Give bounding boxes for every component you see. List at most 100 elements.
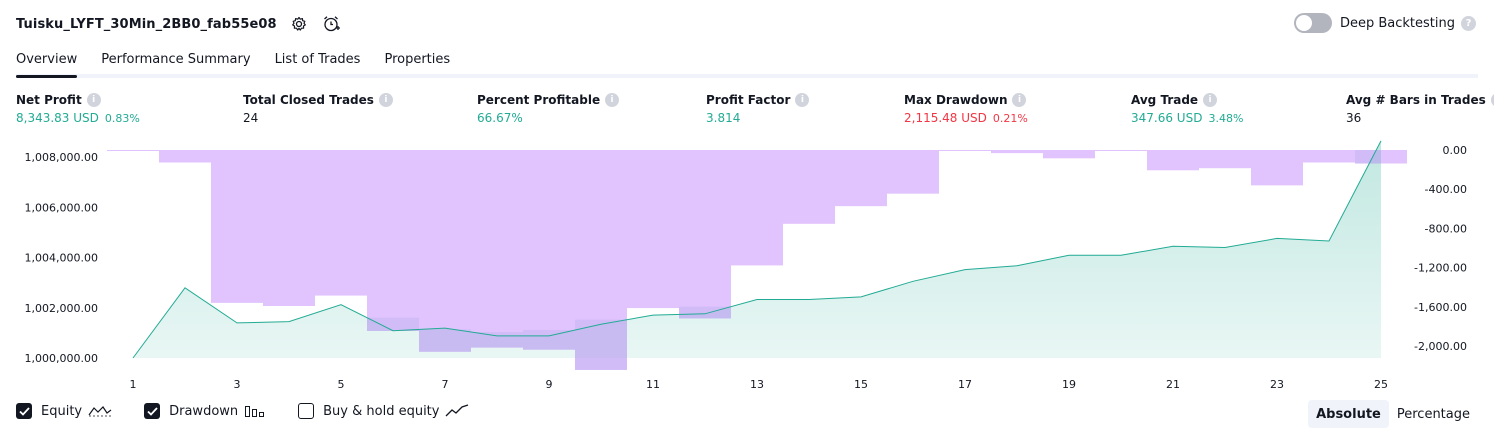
x-tick-label: 7: [442, 378, 449, 391]
overlap-segment: [471, 332, 523, 348]
x-tick-label: 3: [234, 378, 241, 391]
absolute-button[interactable]: Absolute: [1308, 400, 1389, 428]
info-icon[interactable]: i: [605, 93, 620, 107]
metric-value: 36: [1346, 111, 1362, 125]
legend-drawdown[interactable]: Drawdown: [144, 403, 266, 419]
overlap-segment: [679, 306, 731, 319]
add-alert-clock-icon[interactable]: [321, 14, 341, 34]
metric-label: Max Drawdown: [904, 93, 1008, 107]
metric-value: 3.814: [706, 111, 741, 125]
settings-gear-icon[interactable]: [289, 14, 309, 34]
drawdown-bar: [1095, 150, 1147, 152]
deep-backtesting-label: Deep Backtesting: [1339, 15, 1455, 31]
drawdown-bars: [107, 150, 1407, 370]
info-icon[interactable]: i: [378, 93, 393, 107]
drawdown-bar: [627, 150, 679, 309]
overlap-segment: [523, 330, 575, 350]
info-icon[interactable]: i: [1490, 93, 1494, 107]
info-icon[interactable]: i: [795, 93, 810, 107]
metric-label: Total Closed Trades: [243, 93, 374, 107]
x-tick-label: 17: [958, 378, 972, 391]
metric-label: Percent Profitable: [477, 93, 601, 107]
drawdown-bar: [939, 150, 991, 151]
overlap-segment: [575, 319, 627, 370]
drawdown-bar: [1251, 150, 1303, 186]
report-tabs: Overview Performance Summary List of Tra…: [16, 44, 1478, 78]
drawdown-bar: [107, 150, 159, 152]
drawdown-bar: [419, 150, 471, 352]
metric-value: 24: [243, 111, 259, 125]
drawdown-bar: [263, 150, 315, 306]
equity-line: [132, 140, 1382, 359]
metric-label: Net Profit: [16, 93, 82, 107]
metrics-row: Net Profit i 8,343.83 USD 0.83% Total Clos…: [0, 93, 1494, 133]
drawdown-bars-icon: [244, 404, 266, 418]
right-tick-label: -2,000.00: [1414, 340, 1467, 353]
metric-total-closed-trades: Total Closed Trades i 24: [243, 93, 393, 125]
metric-value: 2,115.48 USD: [904, 111, 987, 125]
drawdown-checkbox[interactable]: [144, 403, 161, 419]
tab-properties[interactable]: Properties: [384, 51, 451, 67]
left-tick-label: 1,008,000.00: [25, 151, 98, 164]
drawdown-bar: [1199, 150, 1251, 169]
x-tick-label: 23: [1270, 378, 1284, 391]
equity-area: [133, 140, 1381, 358]
drawdown-bar: [159, 150, 211, 163]
percentage-button[interactable]: Percentage: [1396, 406, 1470, 422]
right-tick-label: -800.00: [1425, 222, 1467, 235]
drawdown-bar: [783, 150, 835, 224]
drawdown-bar: [315, 150, 367, 296]
metric-max-drawdown: Max Drawdown i 2,115.48 USD 0.21%: [904, 93, 1028, 125]
metric-value: 66.67%: [477, 111, 523, 125]
metric-percent: 0.83%: [104, 112, 140, 125]
deep-backtesting-toggle[interactable]: [1293, 13, 1332, 33]
metric-profit-factor: Profit Factor i 3.814: [706, 93, 810, 125]
right-tick-label: -400.00: [1425, 183, 1467, 196]
buy-hold-checkbox[interactable]: [298, 403, 315, 419]
value-mode-switch: Absolute Percentage: [1308, 400, 1478, 428]
metric-label: Avg # Bars in Trades: [1346, 93, 1486, 107]
metric-value: 8,343.83 USD: [16, 111, 99, 125]
overlap-segment: [367, 317, 419, 331]
tab-performance-summary[interactable]: Performance Summary: [101, 51, 251, 67]
left-axis-ticks: 1,008,000.00 1,006,000.00 1,004,000.00 1,00…: [25, 151, 98, 365]
equity-drawdown-chart: 1,008,000.00 1,006,000.00 1,004,000.00 1,00…: [25, 140, 1467, 391]
x-tick-label: 11: [646, 378, 660, 391]
metric-percent-profitable: Percent Profitable i 66.67%: [477, 93, 620, 125]
metric-net-profit: Net Profit i 8,343.83 USD 0.83%: [16, 93, 140, 125]
tab-list-of-trades[interactable]: List of Trades: [274, 51, 361, 67]
overlap-segment: [419, 329, 471, 352]
right-axis-ticks: 0.00 -400.00 -800.00 -1,200.00 -1,600.00 -2,0…: [1414, 144, 1467, 353]
drawdown-bar: [887, 150, 939, 194]
left-tick-label: 1,000,000.00: [25, 352, 98, 365]
strategy-header: Tuisku_LYFT_30Min_2BB0_fab55e08: [16, 12, 341, 36]
toggle-knob: [1295, 15, 1312, 31]
chart-legend: Equity Drawdown Buy & hold equity: [16, 403, 501, 419]
x-tick-label: 9: [546, 378, 553, 391]
info-icon[interactable]: i: [1012, 93, 1027, 107]
x-axis-ticks: 1 3 5 7 9 11 13 15 17 19 21 23 25: [130, 378, 1389, 391]
x-tick-label: 19: [1062, 378, 1076, 391]
info-icon[interactable]: i: [1203, 93, 1218, 107]
tab-overview[interactable]: Overview: [16, 44, 78, 78]
x-tick-label: 25: [1374, 378, 1388, 391]
metric-label: Avg Trade: [1131, 93, 1199, 107]
metric-avg-bars: Avg # Bars in Trades i 36: [1346, 93, 1494, 125]
legend-label: Equity: [41, 403, 83, 419]
equity-line-group: [132, 140, 1382, 359]
legend-buy-hold[interactable]: Buy & hold equity: [298, 403, 469, 419]
drawdown-bar: [367, 150, 419, 331]
x-tick-label: 1: [130, 378, 137, 391]
equity-checkbox[interactable]: [16, 403, 32, 419]
drawdown-bar: [471, 150, 523, 348]
info-icon[interactable]: i: [86, 93, 101, 107]
metric-percent: 3.48%: [1208, 112, 1244, 125]
deep-backtesting-control: Deep Backtesting ?: [1293, 13, 1476, 33]
metric-value: 347.66 USD: [1131, 111, 1203, 125]
drawdown-bar: [731, 150, 783, 266]
drawdown-bar: [679, 150, 731, 319]
help-question-icon[interactable]: ?: [1461, 15, 1476, 31]
right-tick-label: 0.00: [1443, 144, 1468, 157]
legend-equity[interactable]: Equity: [16, 403, 112, 419]
drawdown-bar: [1043, 150, 1095, 159]
